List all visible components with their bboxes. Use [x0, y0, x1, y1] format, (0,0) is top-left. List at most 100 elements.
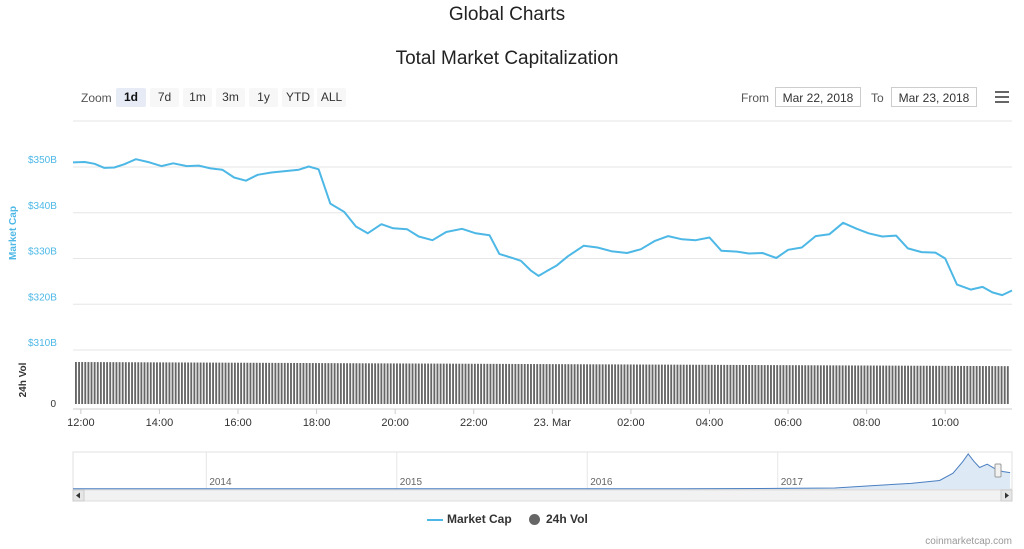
- volume-bar: [405, 363, 408, 404]
- volume-bar: [595, 364, 598, 404]
- volume-bar: [564, 364, 567, 404]
- volume-bar: [495, 363, 498, 404]
- volume-bar: [520, 363, 523, 404]
- volume-bar: [888, 365, 891, 404]
- volume-bar: [202, 362, 205, 404]
- volume-bar: [492, 363, 495, 404]
- volume-bar: [523, 364, 526, 404]
- volume-bar: [221, 362, 224, 404]
- zoom-button-7d[interactable]: 7d: [150, 88, 179, 107]
- zoom-button-all[interactable]: ALL: [317, 88, 346, 107]
- volume-bar: [99, 362, 102, 404]
- volume-bar: [436, 363, 439, 404]
- volume-bar: [290, 362, 292, 404]
- volume-bar: [280, 362, 283, 404]
- x-tick-label: 18:00: [303, 417, 331, 429]
- volume-bar: [420, 363, 423, 404]
- volume-bar: [209, 362, 211, 404]
- credit-link[interactable]: coinmarketcap.com: [925, 536, 1012, 547]
- volume-bar: [449, 363, 451, 404]
- volume-bar: [900, 365, 903, 404]
- volume-bar: [230, 362, 233, 404]
- zoom-label: Zoom: [81, 91, 112, 105]
- volume-bar: [620, 364, 623, 404]
- volume-bar: [632, 364, 635, 404]
- from-date-input[interactable]: Mar 22, 2018: [775, 87, 861, 107]
- volume-bar: [336, 363, 339, 404]
- zoom-button-1d[interactable]: 1d: [116, 88, 146, 107]
- volume-bar: [483, 363, 486, 404]
- volume-bar: [548, 364, 551, 404]
- y-tick-label: $330B: [28, 247, 57, 258]
- volume-bar: [455, 363, 458, 404]
- volume-bar: [617, 364, 620, 404]
- volume-bar: [838, 365, 841, 404]
- zoom-button-1m[interactable]: 1m: [183, 88, 212, 107]
- volume-bar: [860, 365, 863, 404]
- volume-bar: [536, 364, 539, 404]
- volume-bar: [592, 364, 595, 404]
- navigator-area: [73, 454, 1011, 489]
- volume-bar: [514, 363, 517, 404]
- volume-bar: [854, 365, 857, 404]
- volume-bar: [651, 364, 654, 404]
- volume-bar: [265, 362, 267, 404]
- x-tick-label: 14:00: [146, 417, 174, 429]
- volume-bar: [835, 365, 838, 404]
- volume-bar: [657, 364, 660, 404]
- volume-bar: [364, 363, 367, 404]
- volume-bar: [623, 364, 626, 404]
- to-date-input[interactable]: Mar 23, 2018: [891, 87, 977, 107]
- volume-bar: [720, 364, 723, 404]
- volume-bar: [894, 365, 897, 404]
- volume-bar: [826, 365, 828, 404]
- x-tick-label: 06:00: [774, 417, 802, 429]
- scroll-left-icon: [76, 492, 80, 499]
- volume-bar: [131, 362, 133, 404]
- volume-bar: [305, 363, 308, 404]
- volume-bar: [464, 363, 467, 404]
- navigator-tick-label: 2017: [781, 477, 804, 488]
- volume-bar: [953, 365, 956, 404]
- volume-bar: [343, 363, 345, 404]
- volume-bar: [93, 362, 96, 404]
- volume-bar: [607, 364, 610, 404]
- volume-bar: [324, 363, 327, 404]
- volume-bar: [392, 363, 395, 404]
- navigator-handle-icon[interactable]: [994, 463, 1002, 478]
- volume-bar: [330, 363, 333, 404]
- volume-bar: [841, 365, 844, 404]
- legend-item-volume[interactable]: 24h Vol: [529, 512, 588, 526]
- volume-bar: [355, 363, 358, 404]
- volume-bar: [919, 365, 922, 404]
- volume-bar: [87, 362, 90, 404]
- from-label: From: [741, 91, 769, 105]
- volume-bar: [517, 363, 520, 404]
- volume-bar: [162, 362, 165, 404]
- volume-bar: [975, 366, 978, 404]
- volume-bar: [212, 362, 214, 404]
- scrollbar-track[interactable]: [72, 489, 1013, 502]
- volume-bar: [981, 366, 984, 404]
- zoom-button-3m[interactable]: 3m: [216, 88, 245, 107]
- volume-bar: [754, 365, 757, 404]
- zoom-button-1y[interactable]: 1y: [249, 88, 278, 107]
- legend-item-market-cap[interactable]: Market Cap: [427, 512, 512, 526]
- volume-bar: [773, 365, 775, 404]
- volume-bar: [857, 365, 860, 404]
- volume-bar: [875, 365, 878, 404]
- legend-dot-icon: [529, 514, 540, 525]
- volume-bar: [925, 365, 928, 404]
- volume-bar: [782, 365, 785, 404]
- hamburger-menu-icon[interactable]: [995, 91, 1009, 103]
- legend-market-cap-label: Market Cap: [447, 512, 512, 526]
- y-tick-label: 0: [50, 399, 56, 410]
- zoom-button-ytd[interactable]: YTD: [282, 88, 314, 107]
- volume-bar: [660, 364, 663, 404]
- volume-bar: [785, 365, 788, 404]
- volume-bar: [452, 363, 454, 404]
- y-axis-label-volume: 24h Vol: [18, 362, 29, 397]
- volume-bar: [196, 362, 199, 404]
- volume-bar: [159, 362, 162, 404]
- volume-bar: [246, 362, 249, 404]
